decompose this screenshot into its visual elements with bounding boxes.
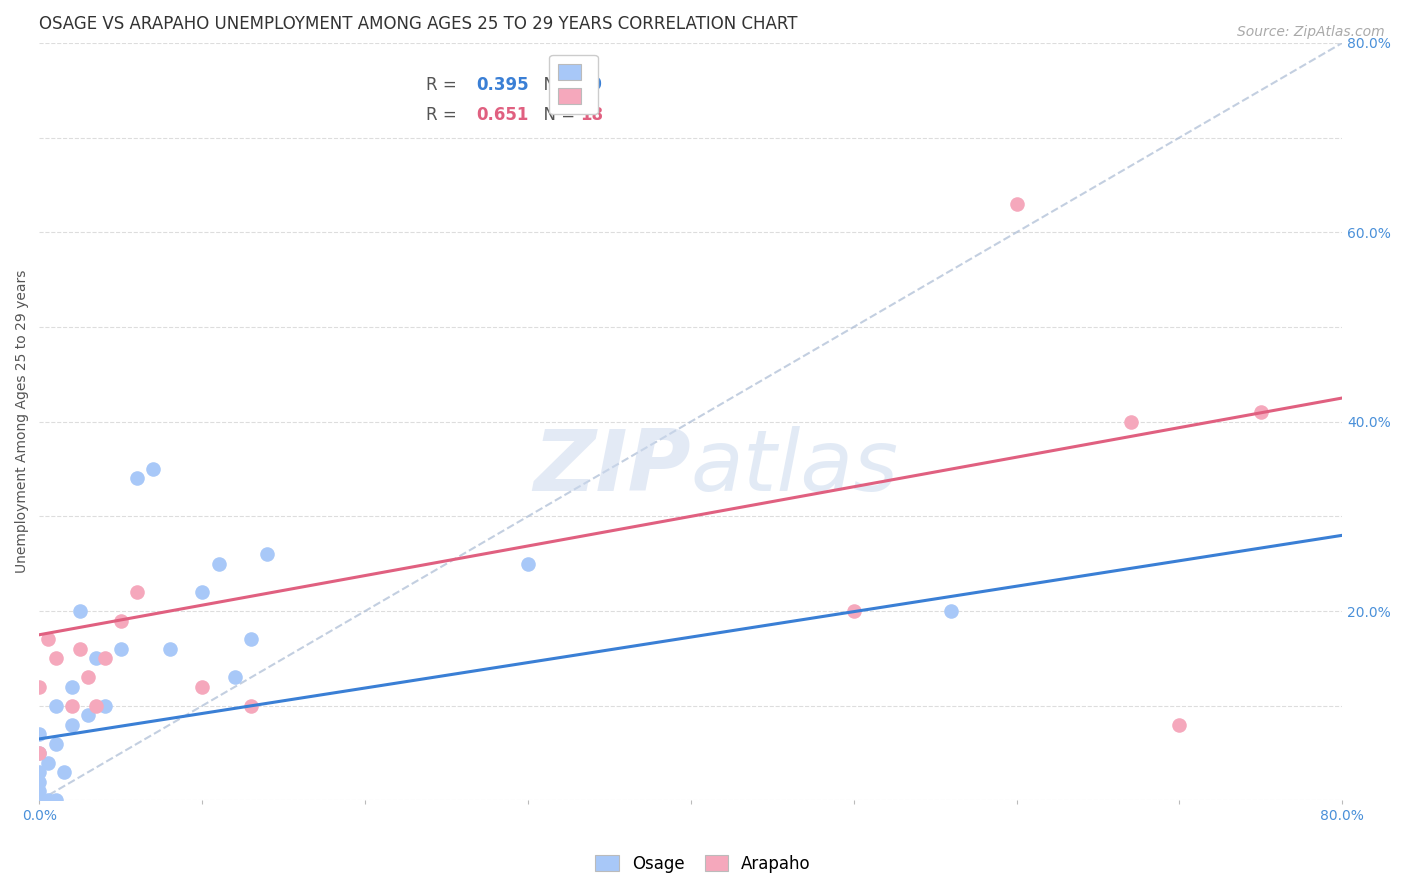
Point bbox=[207, 557, 229, 571]
Text: ZIP: ZIP bbox=[533, 425, 690, 508]
Point bbox=[45, 698, 67, 713]
Point bbox=[224, 670, 246, 684]
Point bbox=[93, 698, 115, 713]
Text: OSAGE VS ARAPAHO UNEMPLOYMENT AMONG AGES 25 TO 29 YEARS CORRELATION CHART: OSAGE VS ARAPAHO UNEMPLOYMENT AMONG AGES… bbox=[39, 15, 799, 33]
Text: 18: 18 bbox=[581, 106, 603, 124]
Point bbox=[45, 793, 67, 807]
Point bbox=[77, 670, 100, 684]
Point bbox=[60, 698, 83, 713]
Point bbox=[52, 765, 75, 780]
Point bbox=[110, 614, 132, 628]
Point bbox=[191, 585, 214, 599]
Point bbox=[191, 680, 214, 694]
Point bbox=[93, 651, 115, 665]
Text: R =: R = bbox=[426, 76, 463, 94]
Text: atlas: atlas bbox=[690, 425, 898, 508]
Text: 0.395: 0.395 bbox=[475, 76, 529, 94]
Point bbox=[37, 793, 59, 807]
Point bbox=[941, 604, 963, 618]
Point bbox=[1119, 415, 1142, 429]
Point bbox=[28, 765, 51, 780]
Point bbox=[60, 680, 83, 694]
Point bbox=[842, 604, 865, 618]
Point bbox=[28, 784, 51, 798]
Point bbox=[517, 557, 540, 571]
Point bbox=[142, 462, 165, 476]
Point bbox=[69, 642, 91, 657]
Point bbox=[28, 793, 51, 807]
Point bbox=[69, 604, 91, 618]
Point bbox=[1168, 717, 1191, 731]
Point bbox=[240, 632, 263, 647]
Text: N =: N = bbox=[533, 106, 581, 124]
Text: N =: N = bbox=[533, 76, 581, 94]
Point bbox=[86, 651, 108, 665]
Text: Source: ZipAtlas.com: Source: ZipAtlas.com bbox=[1237, 25, 1385, 39]
Point bbox=[127, 585, 149, 599]
Text: 29: 29 bbox=[581, 76, 603, 94]
Point bbox=[159, 642, 181, 657]
Point bbox=[110, 642, 132, 657]
Point bbox=[77, 708, 100, 723]
Point bbox=[28, 727, 51, 741]
Text: R =: R = bbox=[426, 106, 463, 124]
Point bbox=[45, 737, 67, 751]
Point bbox=[240, 698, 263, 713]
Point bbox=[28, 680, 51, 694]
Point bbox=[37, 632, 59, 647]
Y-axis label: Unemployment Among Ages 25 to 29 years: Unemployment Among Ages 25 to 29 years bbox=[15, 270, 30, 574]
Point bbox=[256, 547, 278, 561]
Point bbox=[28, 774, 51, 789]
Text: 0.651: 0.651 bbox=[475, 106, 529, 124]
Point bbox=[1250, 405, 1272, 419]
Point bbox=[86, 698, 108, 713]
Point bbox=[1005, 197, 1028, 211]
Point bbox=[127, 471, 149, 485]
Point bbox=[28, 746, 51, 760]
Point bbox=[28, 746, 51, 760]
Legend: , : , bbox=[550, 55, 598, 114]
Point bbox=[45, 651, 67, 665]
Legend: Osage, Arapaho: Osage, Arapaho bbox=[589, 848, 817, 880]
Point bbox=[60, 717, 83, 731]
Point bbox=[37, 756, 59, 770]
